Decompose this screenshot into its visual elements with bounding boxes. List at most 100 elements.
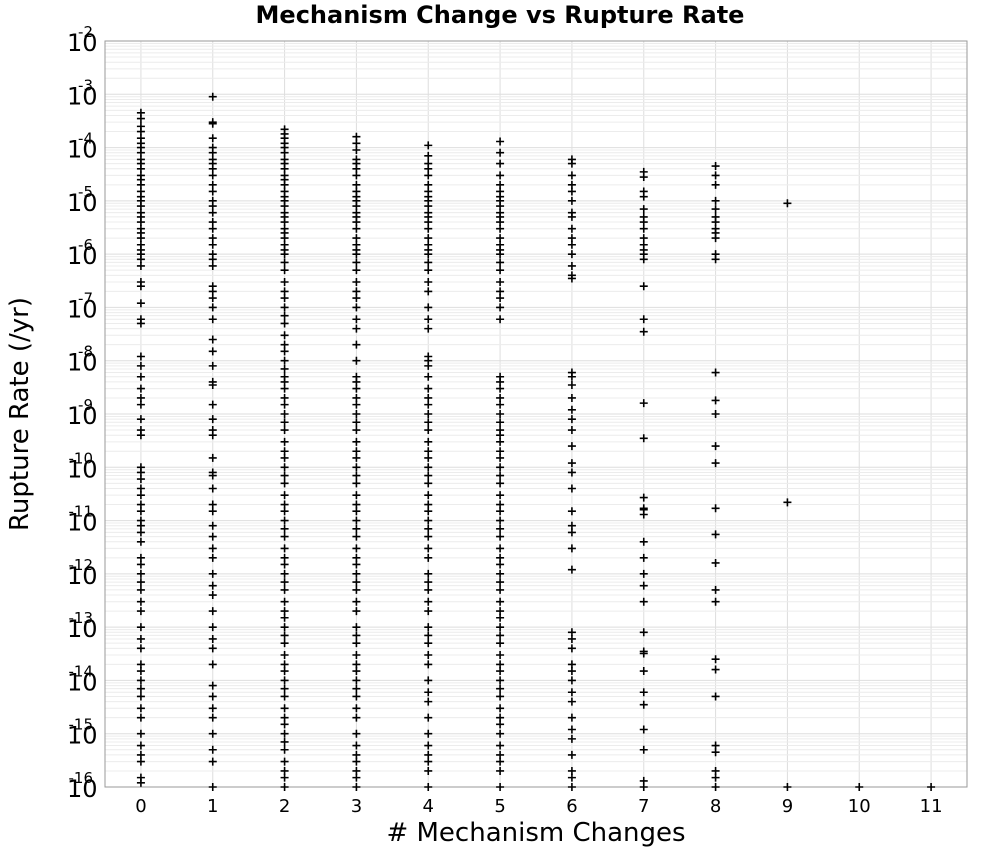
data-point: [424, 651, 433, 660]
y-tick-label: 10: [67, 509, 98, 537]
data-point: [567, 773, 576, 782]
data-point: [496, 410, 505, 418]
data-point: [711, 783, 720, 791]
data-point: [496, 418, 505, 427]
data-point: [136, 585, 145, 594]
data-point: [280, 410, 289, 418]
data-point: [280, 491, 289, 500]
data-point: [496, 516, 505, 525]
y-tick-label: 10: [67, 615, 98, 643]
data-point: [136, 528, 145, 537]
data-point: [496, 720, 505, 729]
data-point: [136, 704, 145, 713]
data-point: [136, 361, 145, 370]
data-point: [711, 585, 720, 594]
data-point: [711, 748, 720, 757]
data-point: [280, 737, 289, 746]
data-point: [567, 442, 576, 451]
data-point: [352, 631, 361, 640]
data-point: [208, 569, 217, 578]
data-point: [567, 459, 576, 468]
data-point: [424, 585, 433, 594]
data-point: [567, 159, 576, 168]
data-point: [208, 729, 217, 738]
data-point: [567, 212, 576, 221]
data-point: [280, 311, 289, 320]
data-point: [136, 597, 145, 606]
grid: [105, 40, 967, 788]
data-point: [352, 437, 361, 446]
data-point: [352, 324, 361, 333]
data-point: [208, 634, 217, 643]
data-point: [496, 171, 505, 180]
data-point: [280, 720, 289, 729]
data-point: [496, 651, 505, 660]
data-point: [208, 208, 217, 217]
data-point: [136, 384, 145, 393]
data-point: [639, 327, 648, 336]
data-point: [136, 319, 145, 328]
data-point: [136, 684, 145, 693]
data-point: [567, 544, 576, 553]
data-point: [280, 597, 289, 606]
data-point: [424, 597, 433, 606]
data-point: [136, 415, 145, 424]
data-point: [424, 324, 433, 333]
data-point: [208, 581, 217, 590]
data-point: [136, 607, 145, 616]
data-point: [424, 607, 433, 616]
data-point: [496, 585, 505, 594]
data-point: [352, 713, 361, 722]
data-point: [208, 453, 217, 462]
data-point: [496, 560, 505, 569]
y-tick-exponent: -6: [78, 236, 93, 254]
data-point: [711, 558, 720, 567]
data-point: [567, 667, 576, 676]
data-point: [136, 299, 145, 308]
data-point: [496, 741, 505, 750]
x-tick-label: 4: [423, 796, 434, 817]
y-tick-label: 10: [67, 722, 98, 750]
y-tick-label: 10: [67, 349, 98, 377]
data-point: [639, 173, 648, 182]
x-tick-label: 1: [207, 796, 218, 817]
data-point: [711, 255, 720, 264]
data-point: [208, 187, 217, 196]
data-point: [711, 597, 720, 606]
y-tick-exponent: -10: [69, 449, 94, 467]
data-point: [424, 631, 433, 640]
data-point: [567, 426, 576, 435]
x-tick-label: 5: [494, 796, 505, 817]
data-point: [280, 585, 289, 594]
data-point: [280, 516, 289, 525]
data-point: [711, 504, 720, 513]
data-point: [639, 282, 648, 291]
data-point: [136, 569, 145, 578]
data-point: [136, 692, 145, 701]
data-point: [424, 623, 433, 632]
data-point: [711, 205, 720, 214]
data-point: [639, 597, 648, 606]
data-point: [280, 437, 289, 446]
data-point: [208, 532, 217, 541]
data-point: [136, 667, 145, 676]
data-point: [496, 266, 505, 275]
data-point: [280, 294, 289, 303]
y-tick-exponent: -5: [78, 183, 93, 201]
data-point: [424, 757, 433, 766]
x-tick-label: 3: [351, 796, 362, 817]
data-point: [424, 524, 433, 533]
data-point: [496, 578, 505, 587]
data-point: [424, 151, 433, 160]
data-point: [280, 347, 289, 356]
data-point: [711, 162, 720, 171]
data-point: [424, 578, 433, 587]
data-point: [280, 684, 289, 693]
data-point: [855, 783, 864, 791]
data-point: [711, 410, 720, 418]
data-point: [496, 453, 505, 462]
data-point: [280, 578, 289, 587]
data-point: [352, 773, 361, 782]
data-point: [567, 634, 576, 643]
data-point: [352, 667, 361, 676]
